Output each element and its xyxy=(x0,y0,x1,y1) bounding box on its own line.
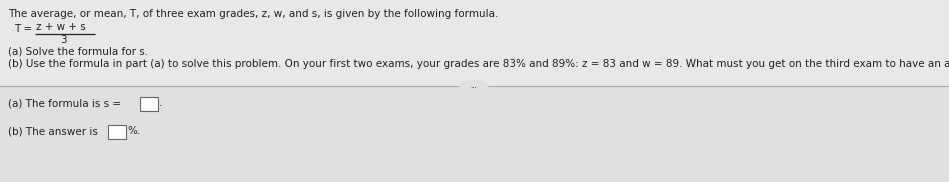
Text: z + w + s: z + w + s xyxy=(36,22,85,32)
Text: The average, or mean, T, of three exam grades, z, w, and s, is given by the foll: The average, or mean, T, of three exam g… xyxy=(8,9,498,19)
Text: %.: %. xyxy=(127,126,140,136)
FancyBboxPatch shape xyxy=(140,97,158,111)
FancyBboxPatch shape xyxy=(108,125,126,139)
Text: (b) Use the formula in part (a) to solve this problem. On your first two exams, : (b) Use the formula in part (a) to solve… xyxy=(8,59,949,69)
Text: (b) The answer is: (b) The answer is xyxy=(8,126,98,136)
Text: (a) The formula is s =: (a) The formula is s = xyxy=(8,98,121,108)
Bar xyxy=(0,86,949,182)
Text: (a) Solve the formula for s.: (a) Solve the formula for s. xyxy=(8,47,148,57)
Text: T =: T = xyxy=(14,24,32,34)
Text: .: . xyxy=(159,98,162,108)
Text: 3: 3 xyxy=(60,35,66,45)
Text: ...: ... xyxy=(471,83,477,89)
Ellipse shape xyxy=(460,80,488,92)
